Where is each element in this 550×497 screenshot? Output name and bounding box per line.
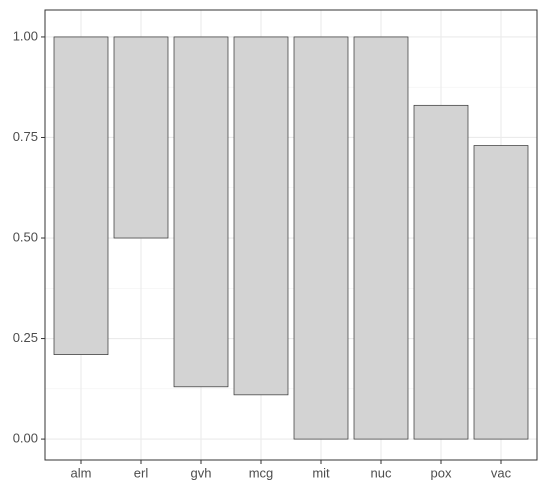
bar: [53, 36, 109, 355]
bar: [233, 36, 289, 396]
y-tick-label: 0.75: [13, 129, 38, 144]
x-tick-label: gvh: [191, 465, 212, 480]
x-tick-label: alm: [71, 465, 92, 480]
y-tick-label: 0.50: [13, 229, 38, 244]
y-tick-label: 0.00: [13, 431, 38, 446]
x-tick-label: vac: [491, 465, 512, 480]
x-tick-label: mit: [312, 465, 330, 480]
bar: [113, 36, 169, 239]
x-tick-label: pox: [431, 465, 452, 480]
bar: [413, 104, 469, 440]
panel-border: [44, 9, 538, 461]
bar: [173, 36, 229, 388]
x-tick-label: erl: [134, 465, 149, 480]
x-tick-label: nuc: [371, 465, 392, 480]
bar: [293, 36, 349, 440]
bar: [473, 145, 529, 440]
y-tick-label: 0.25: [13, 330, 38, 345]
y-tick-label: 1.00: [13, 28, 38, 43]
bar: [353, 36, 409, 440]
x-tick-label: mcg: [249, 465, 274, 480]
